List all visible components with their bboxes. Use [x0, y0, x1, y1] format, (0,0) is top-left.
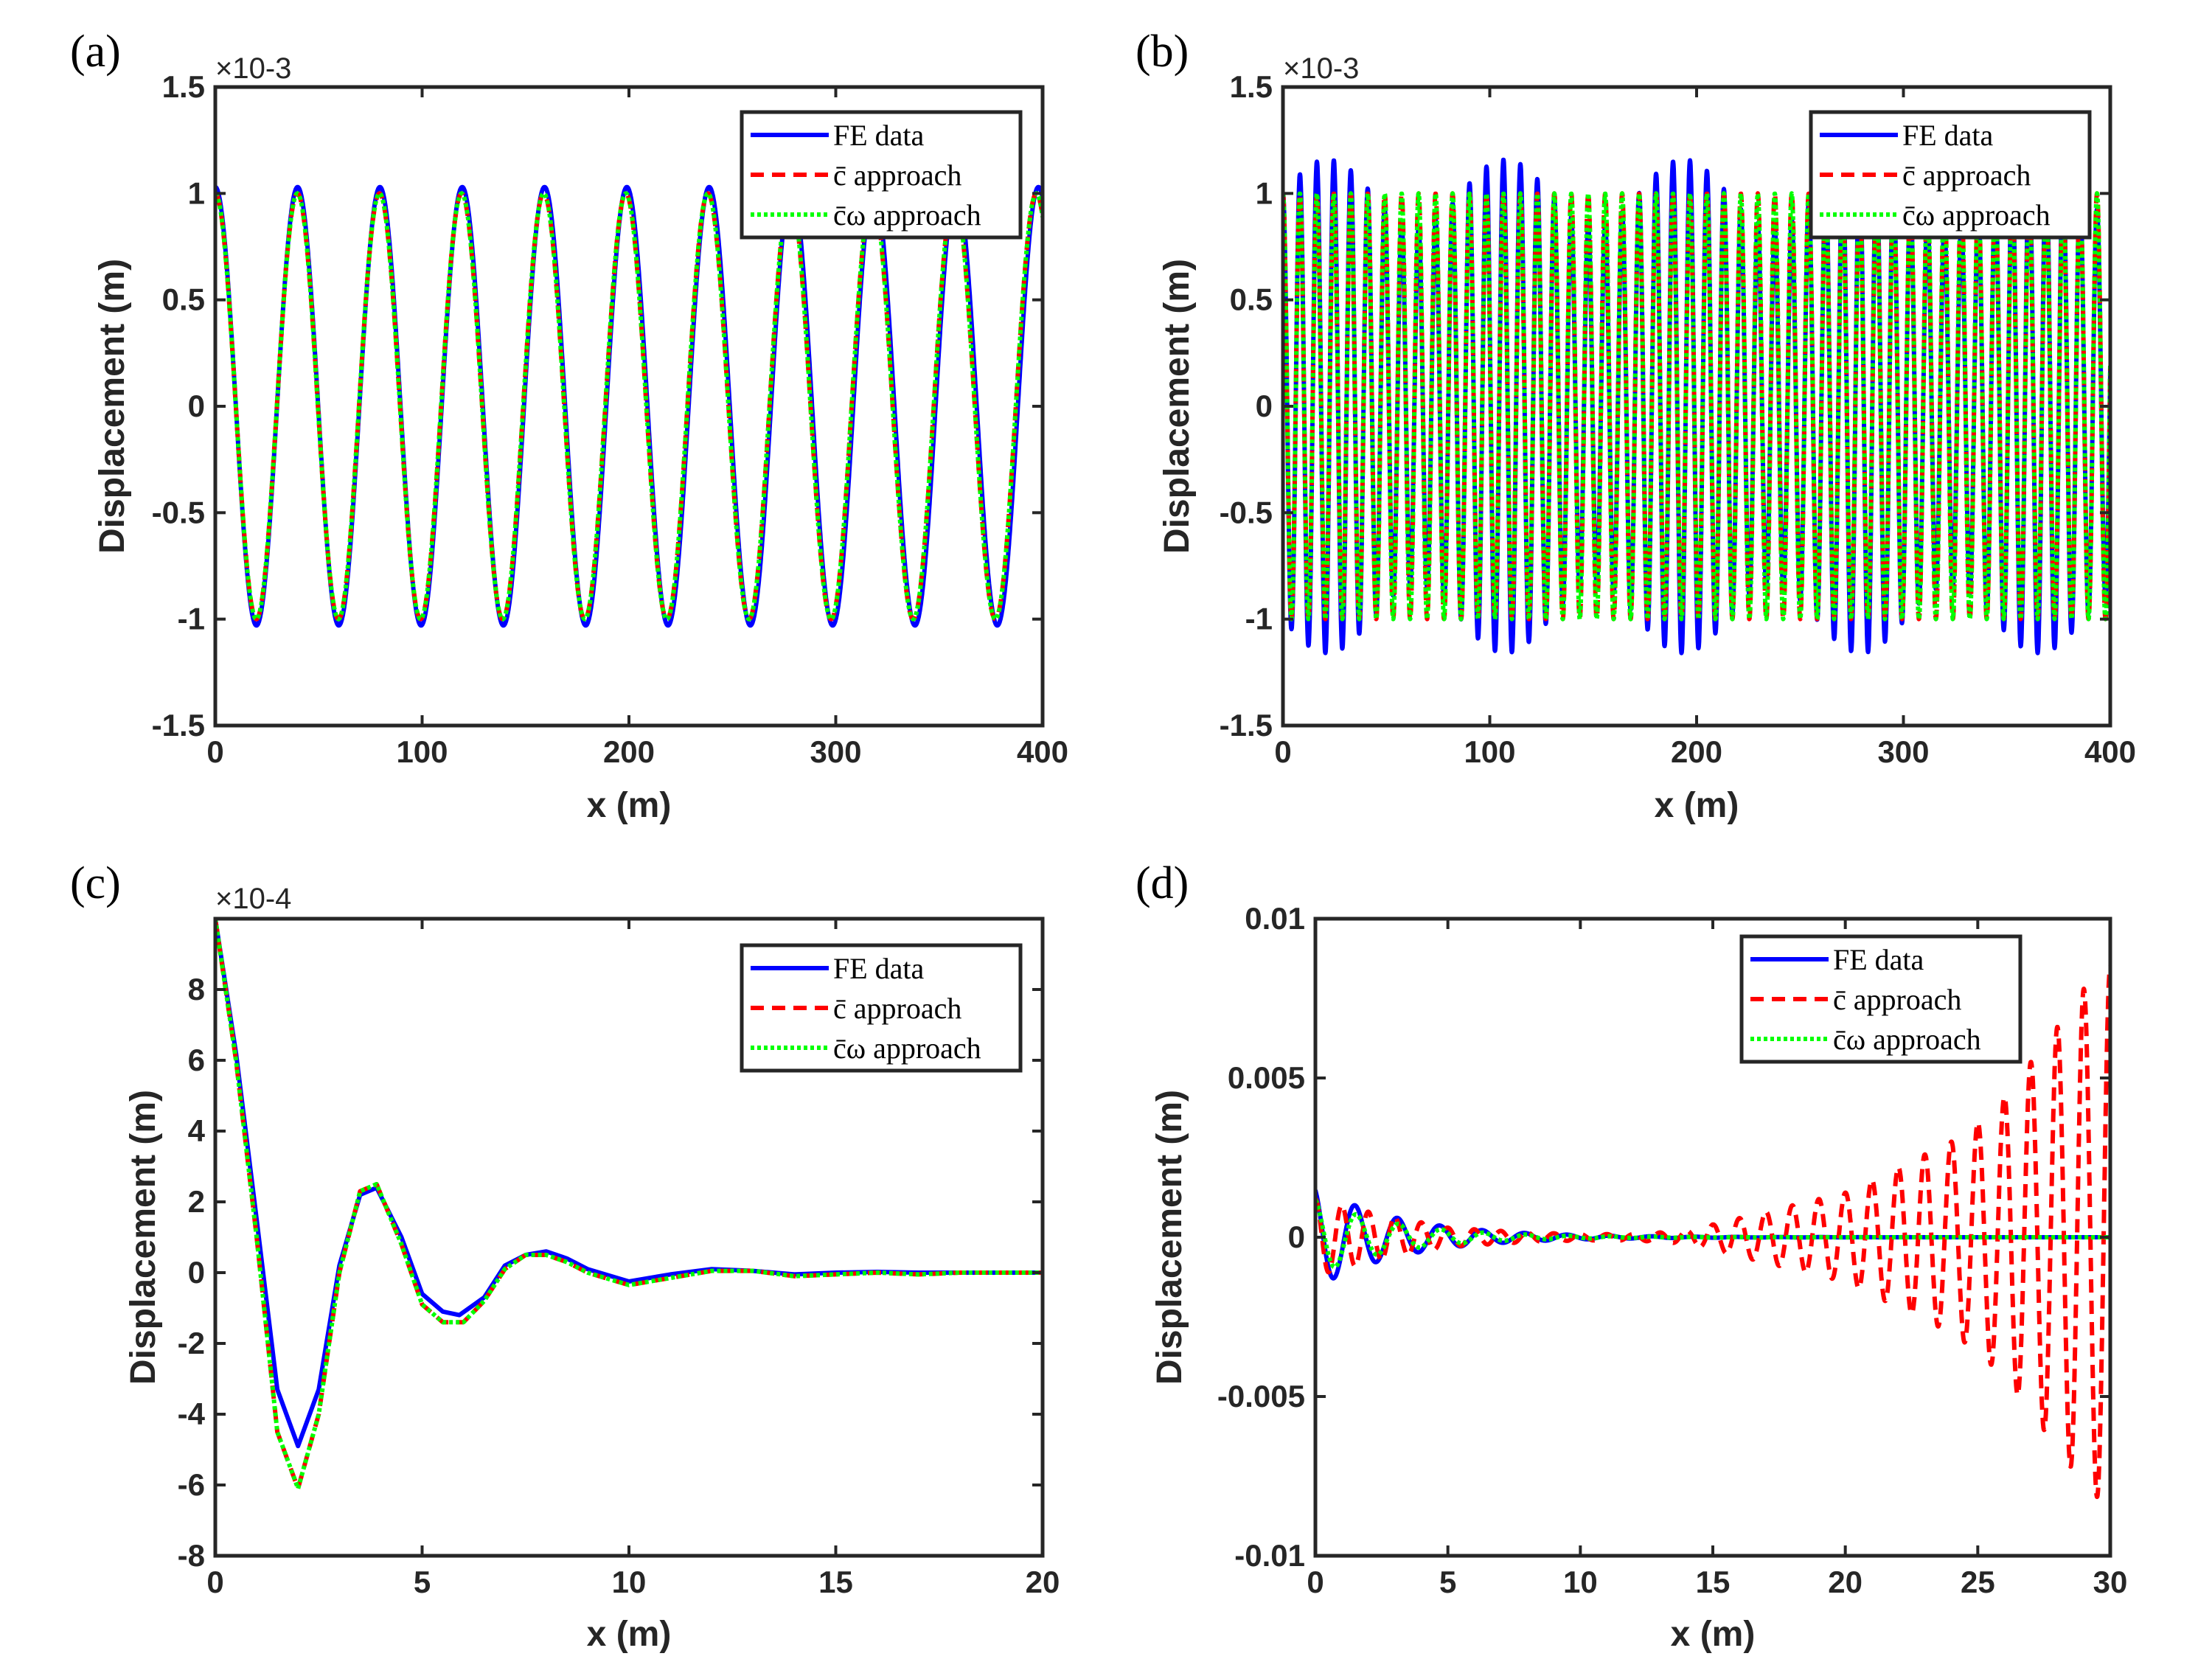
x-tick-label: 400: [1017, 734, 1068, 769]
x-tick-label: 100: [396, 734, 448, 769]
x-tick-label: 0: [206, 734, 223, 769]
y-tick-label: 0: [188, 1255, 205, 1290]
legend-entry-fe-data: FE data: [1833, 943, 1924, 976]
panel-label: (d): [1135, 858, 1189, 908]
legend-entry-cw-approach: c̄ω approach: [833, 1032, 981, 1065]
legend-entry-c-approach: c̄ approach: [1833, 983, 1961, 1016]
x-tick-label: 10: [1563, 1565, 1598, 1599]
legend-entry-fe-data: FE data: [833, 952, 925, 985]
y-tick-label: 0.5: [1230, 282, 1273, 317]
x-axis-label: x (m): [587, 786, 672, 825]
series-line-cw-approach: [1315, 1197, 2110, 1270]
axis-ticks: 0 5 10 15 20 -8 -6 -4 -2 0 2 4 6 8: [178, 919, 1060, 1599]
legend: FE data c̄ approach c̄ω approach: [1739, 934, 2023, 1064]
x-tick-label: 0: [206, 1565, 223, 1599]
y-tick-label: 1: [1256, 175, 1273, 210]
series-line-cw-approach: [215, 191, 1043, 622]
axis-ticks: 0 5 10 15 20 25 30 -0.01 -0.005 0 0.005 0.01: [1217, 901, 2127, 1599]
plot-frame: [213, 917, 1045, 1558]
y-tick-label: -1: [178, 602, 205, 636]
series-line-cw-approach: [215, 919, 1043, 1491]
x-tick-label: 10: [612, 1565, 647, 1599]
exponent-label: ×10-3: [1283, 52, 1359, 85]
y-tick-label: 0: [188, 389, 205, 423]
y-axis-label: Displacement (m): [93, 259, 132, 554]
x-tick-label: 20: [1828, 1565, 1863, 1599]
y-tick-label: -0.01: [1234, 1538, 1305, 1573]
x-tick-label: 0: [1307, 1565, 1324, 1599]
panel-b: (b) ×10-3 0 100 200 300 400 -1.5 -1 -0.5 0 0.5 1 1.…: [1135, 27, 2136, 825]
y-tick-label: -1.5: [1220, 708, 1273, 742]
panel-c: (c) ×10-4 0 5 10 15 20 -8 -6 -4 -2 0 2 4 6 8 x (m) Di…: [70, 858, 1060, 1654]
plot-frame: [213, 85, 1045, 728]
plot-frame: [1281, 85, 2112, 728]
y-tick-label: -2: [178, 1326, 205, 1360]
y-tick-label: -0.005: [1217, 1379, 1305, 1413]
y-tick-label: 6: [188, 1043, 205, 1077]
panel-label: (b): [1135, 27, 1189, 77]
legend-entry-cw-approach: c̄ω approach: [833, 198, 981, 232]
legend: FE data c̄ approach c̄ω approach: [1809, 110, 2092, 240]
x-tick-label: 200: [1671, 734, 1722, 769]
x-axis-label: x (m): [1671, 1615, 1756, 1654]
y-tick-label: -1: [1245, 602, 1273, 636]
y-tick-label: 1.5: [162, 69, 205, 104]
y-tick-label: 1: [188, 175, 205, 210]
y-tick-label: -8: [178, 1538, 205, 1573]
legend-entry-c-approach: c̄ approach: [833, 159, 961, 192]
exponent-label: ×10-4: [215, 883, 291, 915]
x-tick-label: 300: [1877, 734, 1929, 769]
x-tick-label: 20: [1026, 1565, 1060, 1599]
y-axis-label: Displacement (m): [1158, 259, 1197, 554]
y-axis-label: Displacement (m): [1150, 1090, 1189, 1385]
x-tick-label: 15: [1696, 1565, 1731, 1599]
series-line-c-approach: [1315, 964, 2110, 1500]
series-line-cw-approach: [1283, 191, 2110, 622]
legend-entry-cw-approach: c̄ω approach: [1833, 1023, 1981, 1056]
x-axis-label: x (m): [587, 1615, 672, 1654]
legend: FE data c̄ approach c̄ω approach: [740, 110, 1023, 240]
legend-entry-c-approach: c̄ approach: [833, 992, 961, 1025]
y-tick-label: -1.5: [152, 708, 205, 742]
legend-entry-fe-data: FE data: [1902, 119, 1994, 152]
y-tick-label: -0.5: [152, 495, 205, 529]
legend-entry-c-approach: c̄ approach: [1902, 159, 2031, 192]
x-tick-label: 100: [1464, 734, 1515, 769]
x-tick-label: 5: [1439, 1565, 1456, 1599]
axis-ticks: 0 100 200 300 400 -1.5 -1 -0.5 0 0.5 1 1.5: [1220, 69, 2136, 769]
x-tick-label: 200: [603, 734, 655, 769]
panel-a: (a) ×10-3 0 100 200 300 400 -1.5 -1 -0.5 0 0.5 1 1.…: [70, 27, 1068, 825]
x-tick-label: 30: [2093, 1565, 2128, 1599]
x-tick-label: 5: [414, 1565, 431, 1599]
y-axis-label: Displacement (m): [124, 1090, 163, 1385]
panel-label: (c): [70, 858, 121, 908]
panel-label: (a): [70, 27, 121, 77]
x-tick-label: 15: [818, 1565, 853, 1599]
legend-entry-cw-approach: c̄ω approach: [1902, 198, 2051, 232]
x-tick-label: 300: [810, 734, 861, 769]
y-tick-label: 0.005: [1228, 1060, 1305, 1095]
x-tick-label: 400: [2084, 734, 2136, 769]
y-tick-label: 0.5: [162, 282, 205, 317]
y-tick-label: 1.5: [1230, 69, 1273, 104]
legend-entry-fe-data: FE data: [833, 119, 925, 152]
y-tick-label: -4: [178, 1397, 206, 1431]
plot-frame: [1313, 917, 2112, 1558]
y-tick-label: 4: [188, 1113, 206, 1148]
y-tick-label: 0: [1256, 389, 1273, 423]
x-tick-label: 0: [1274, 734, 1291, 769]
y-tick-label: -6: [178, 1467, 205, 1502]
y-tick-label: 0.01: [1245, 901, 1305, 936]
y-tick-label: 0: [1288, 1220, 1305, 1254]
y-tick-label: 2: [188, 1184, 205, 1219]
y-tick-label: 8: [188, 972, 205, 1006]
exponent-label: ×10-3: [215, 52, 291, 85]
x-axis-label: x (m): [1655, 786, 1739, 825]
y-tick-label: -0.5: [1220, 495, 1273, 529]
panel-d: (d) 0 5 10 15 20 25 30 -0.01 -0.005 0 0.005 0.01 x …: [1135, 858, 2127, 1654]
x-tick-label: 25: [1961, 1565, 1995, 1599]
legend: FE data c̄ approach c̄ω approach: [740, 943, 1023, 1073]
